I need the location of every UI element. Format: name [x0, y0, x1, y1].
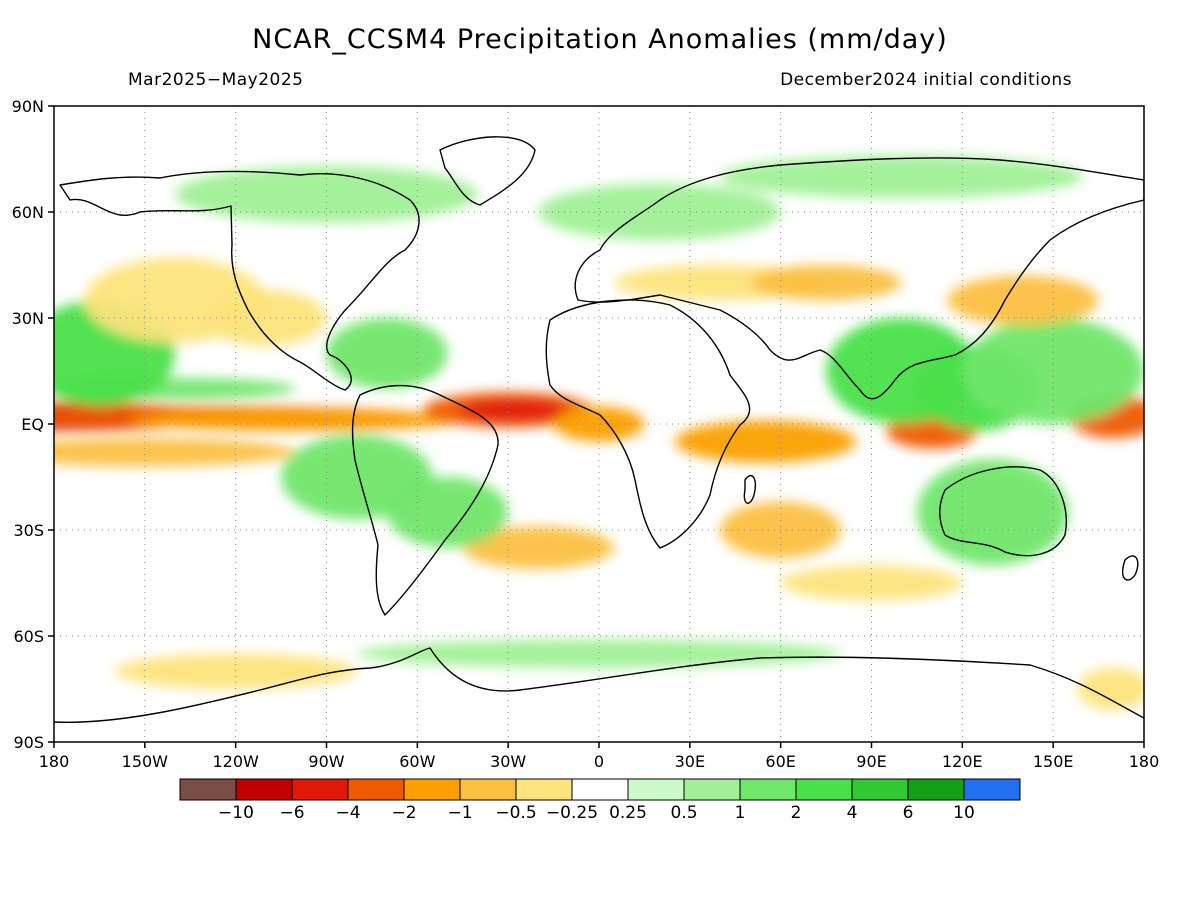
colorbar-label: −10: [218, 803, 254, 823]
colorbar-label: 2: [791, 803, 802, 823]
lon-tick-label: 180: [39, 752, 70, 771]
coastline-madagascar: [743, 475, 756, 504]
lon-tick-label: 0: [594, 752, 604, 771]
colorbar-swatch: [347, 778, 405, 801]
coastline-north-america: [59, 170, 420, 391]
lat-tick-label: 60N: [12, 203, 44, 222]
anomaly-region-26: [947, 275, 1099, 326]
graticule: [54, 106, 1144, 742]
colorbar-swatch: [291, 778, 349, 801]
colorbar-label: 0.25: [609, 803, 647, 823]
colorbar-swatch: [627, 778, 685, 801]
map-title: NCAR_CCSM4 Precipitation Anomalies (mm/d…: [252, 24, 948, 55]
colorbar-label: −6: [279, 803, 304, 823]
anomaly-region-11: [674, 420, 857, 463]
colorbar-label: 0.5: [670, 803, 697, 823]
lon-tick-label: 60E: [765, 752, 795, 771]
anomaly-region-3: [129, 409, 463, 432]
colorbar-label: 1: [735, 803, 746, 823]
initial-conditions: December2024 initial conditions: [780, 70, 1072, 90]
colorbar: −10 −6 −4 −2 −1 −0.5 −0.25 0.25 0.5 1 2 4 6 10: [179, 778, 1021, 823]
lon-tick-label: 120W: [212, 752, 259, 771]
lon-tick-label: 30E: [675, 752, 705, 771]
lat-tick-label: EQ: [21, 415, 44, 434]
anomaly-region-22: [326, 318, 448, 389]
colorbar-swatch: [683, 778, 741, 801]
lon-tick-label: 120E: [942, 752, 983, 771]
lon-tick-label: 180: [1129, 752, 1160, 771]
coastline-south-america: [351, 384, 499, 616]
colorbar-swatch: [403, 778, 461, 801]
anomaly-region-33: [780, 565, 963, 601]
colorbar-label: −1: [447, 803, 472, 823]
coastlines: [54, 136, 1144, 724]
anomaly-region-29: [720, 155, 1084, 198]
colorbar-swatch: [907, 778, 965, 801]
colorbar-label: 6: [903, 803, 914, 823]
forecast-period: Mar2025−May2025: [128, 70, 304, 90]
lat-tick-label: 90N: [12, 97, 44, 116]
coastline-eurasia: [574, 157, 1144, 400]
coastline-antarctica: [54, 647, 1144, 724]
anomaly-region-32: [1077, 667, 1144, 711]
colorbar-label: −4: [335, 803, 360, 823]
anomaly-region-23: [205, 289, 327, 347]
lat-tick-label: 30S: [13, 521, 44, 540]
colorbar-label: −0.25: [546, 803, 598, 823]
anomaly-fields: [54, 155, 1144, 711]
anomaly-region-4: [54, 438, 297, 467]
colorbar-swatch: [963, 778, 1021, 801]
lat-tick-label: 30N: [12, 309, 44, 328]
anomaly-region-25: [750, 265, 902, 301]
colorbar-label: −0.5: [495, 803, 536, 823]
colorbar-swatch: [179, 778, 237, 801]
anomaly-region-31: [356, 639, 842, 668]
colorbar-swatch: [739, 778, 797, 801]
colorbar-swatch: [851, 778, 909, 801]
colorbar-label: −2: [391, 803, 416, 823]
colorbar-swatch: [459, 778, 517, 801]
coastline-africa: [545, 299, 751, 549]
lat-tick-label: 90S: [13, 733, 44, 752]
colorbar-label: 4: [847, 803, 858, 823]
colorbar-swatch: [515, 778, 573, 801]
colorbar-swatch: [571, 778, 629, 801]
lon-tick-label: 90W: [308, 752, 344, 771]
colorbar-label: 10: [953, 803, 975, 823]
lon-tick-label: 30W: [490, 752, 526, 771]
lon-tick-label: 150W: [122, 752, 169, 771]
coastline-greenland: [439, 136, 536, 206]
anomaly-region-9: [459, 399, 569, 421]
lon-tick-label: 90E: [856, 752, 886, 771]
anomaly-region-14: [462, 526, 615, 569]
anomaly-region-28: [175, 166, 478, 223]
lon-tick-label: 150E: [1033, 752, 1074, 771]
colorbar-swatch: [235, 778, 293, 801]
lon-tick-label: 60W: [399, 752, 435, 771]
anomaly-region-19: [962, 318, 1144, 424]
coastline-australia: [939, 466, 1067, 557]
coastline-new-zealand: [1121, 555, 1139, 581]
colorbar-swatch: [795, 778, 853, 801]
lat-tick-label: 60S: [13, 627, 44, 646]
